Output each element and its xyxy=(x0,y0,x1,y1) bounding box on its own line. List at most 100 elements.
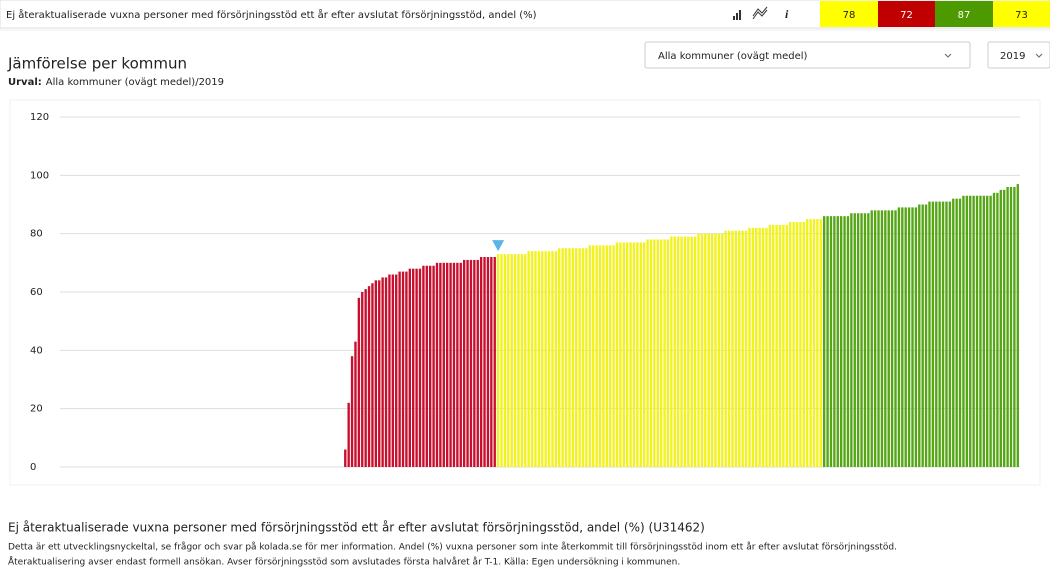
bar xyxy=(693,236,697,467)
bar xyxy=(1009,187,1013,467)
score-cell xyxy=(878,1,935,27)
bar xyxy=(772,224,775,467)
bar xyxy=(989,195,992,467)
bar xyxy=(479,257,483,467)
bar xyxy=(429,265,432,467)
bar xyxy=(449,262,452,467)
bar xyxy=(496,254,500,467)
y-tick-label: 0 xyxy=(30,462,36,473)
bar xyxy=(459,262,462,467)
bar xyxy=(541,251,544,467)
year-dropdown-text: 2019 xyxy=(1000,51,1025,62)
bar xyxy=(425,265,428,467)
bar xyxy=(367,286,371,467)
bar xyxy=(680,236,683,467)
bar xyxy=(826,216,829,467)
info-icon[interactable]: i xyxy=(785,7,789,21)
bar xyxy=(873,210,877,468)
header-title: Ej återaktualiserade vuxna personer med … xyxy=(6,8,537,21)
year-dropdown[interactable] xyxy=(987,41,1050,69)
bar xyxy=(799,222,802,467)
trend-icon[interactable] xyxy=(752,6,768,20)
bar xyxy=(924,204,928,467)
bar xyxy=(659,239,663,467)
score-value: 73 xyxy=(1015,10,1028,21)
bar xyxy=(704,233,707,467)
bar xyxy=(666,239,670,467)
bar xyxy=(629,242,632,467)
y-tick-label: 20 xyxy=(30,404,43,415)
bar xyxy=(439,262,442,467)
selection-value: Alla kommuner (ovägt medel)/2019 xyxy=(46,77,224,88)
bar xyxy=(639,242,642,467)
bar xyxy=(649,239,653,467)
bar xyxy=(887,210,890,468)
bar xyxy=(806,219,809,467)
bar xyxy=(544,251,547,467)
bar xyxy=(1016,184,1019,468)
bar xyxy=(738,230,741,467)
bar xyxy=(517,254,520,467)
bar xyxy=(697,233,700,467)
bar xyxy=(422,265,425,467)
bar xyxy=(632,242,636,467)
bar xyxy=(1003,189,1006,467)
bar xyxy=(612,245,615,467)
bar xyxy=(850,213,853,467)
bar xyxy=(551,251,554,467)
area-dropdown-text: Alla kommuner (ovägt medel) xyxy=(658,51,808,62)
bar xyxy=(408,268,411,467)
bar xyxy=(846,216,850,467)
score-cell xyxy=(993,1,1050,27)
bar xyxy=(833,216,836,467)
bar xyxy=(642,242,646,467)
bar xyxy=(445,262,449,467)
bar xyxy=(986,195,989,467)
area-dropdown[interactable] xyxy=(644,41,971,69)
bar xyxy=(785,224,789,467)
bar xyxy=(554,251,558,467)
bar xyxy=(724,230,727,467)
bar xyxy=(534,251,537,467)
bar xyxy=(714,233,717,467)
bar xyxy=(935,201,938,468)
bar xyxy=(564,248,568,467)
bar xyxy=(571,248,575,467)
footer-line: Återaktualisering avser endast formell a… xyxy=(8,556,680,568)
y-tick-label: 100 xyxy=(30,170,49,181)
bar xyxy=(931,201,935,468)
bar-icon[interactable] xyxy=(733,10,741,20)
bar xyxy=(344,449,347,467)
score-cell xyxy=(935,1,993,27)
bar xyxy=(744,230,748,467)
bar xyxy=(839,216,843,467)
bar xyxy=(765,227,768,467)
bar xyxy=(731,230,734,467)
bar xyxy=(432,265,435,467)
bar xyxy=(867,213,870,467)
footer-title: Ej återaktualiserade vuxna personer med … xyxy=(8,521,705,535)
bar xyxy=(856,213,860,467)
bar xyxy=(751,227,755,467)
bar xyxy=(575,248,578,467)
bar xyxy=(907,207,911,467)
bar xyxy=(999,189,1002,467)
bar xyxy=(1013,187,1016,467)
bar xyxy=(418,268,422,467)
bar xyxy=(748,227,751,467)
bar xyxy=(381,277,384,467)
bar xyxy=(717,233,721,467)
bar xyxy=(364,289,367,467)
bar xyxy=(636,242,639,467)
bar xyxy=(802,222,805,467)
bar xyxy=(466,259,469,467)
bar xyxy=(469,259,473,467)
bar xyxy=(962,195,965,467)
bar xyxy=(354,341,357,467)
bar xyxy=(350,356,354,467)
y-tick-label: 60 xyxy=(30,287,43,298)
bar xyxy=(391,274,395,467)
bar xyxy=(897,207,901,467)
bar xyxy=(520,254,524,467)
bar xyxy=(890,210,894,468)
